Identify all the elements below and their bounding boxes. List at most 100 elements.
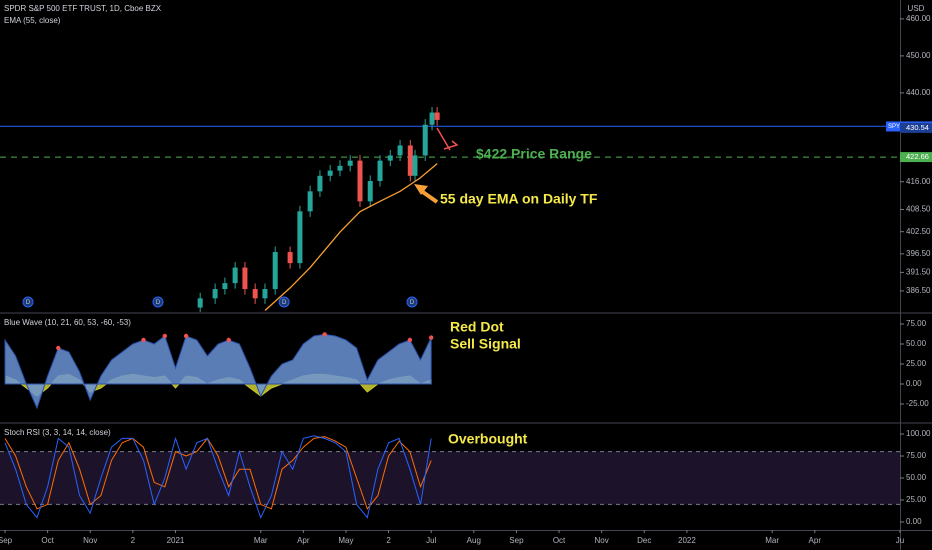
x-tick-label: Ju	[896, 536, 904, 545]
price-tag-label: 430.54	[906, 123, 929, 132]
chart-title: SPDR S&P 500 ETF TRUST, 1D, Cboe BZX	[4, 4, 162, 13]
annotation: Overbought	[448, 431, 528, 447]
x-tick-label: Sep	[0, 536, 13, 545]
x-tick-label: Oct	[41, 536, 54, 545]
stoch-pane	[0, 435, 900, 519]
x-tick-label: May	[338, 536, 353, 545]
candle-body	[357, 160, 363, 202]
price-tag	[900, 152, 932, 163]
y-tick-label: 391.50	[906, 268, 931, 277]
candle-body	[327, 170, 333, 176]
y-tick-label: 0.00	[906, 379, 922, 388]
y-tick-label: 416.00	[906, 177, 931, 186]
y-tick-label: -25.00	[906, 399, 929, 408]
x-tick-label: 2021	[167, 536, 185, 545]
sell-signal	[183, 333, 189, 339]
x-tick-label: Mar	[254, 536, 268, 545]
x-tick-label: Dec	[637, 536, 651, 545]
pane-title: Stoch RSI (3, 3, 14, 14, close)	[4, 428, 111, 437]
x-tick-label: Apr	[809, 536, 822, 545]
candle-body	[434, 112, 440, 120]
candle-body	[407, 145, 413, 176]
candle-body	[387, 155, 393, 161]
candle-body	[222, 283, 228, 290]
dividend-label: D	[26, 300, 31, 306]
axes: 460.00 450.00 440.00 416.00 408.50 402.50 396.…	[0, 14, 932, 545]
annotation: $422 Price Range	[476, 146, 592, 162]
arrow	[436, 127, 459, 151]
price-tag-label: 422.66	[906, 152, 929, 161]
dividend-label: D	[410, 300, 415, 306]
candle-body	[232, 267, 238, 284]
sell-signal	[56, 345, 61, 351]
candle-body	[242, 267, 248, 290]
price-tag-name: SPY	[888, 124, 900, 130]
candle-body	[212, 289, 218, 299]
x-tick-label: Jul	[426, 536, 436, 545]
sell-signal	[226, 337, 231, 343]
y-tick-label: 402.50	[906, 227, 931, 236]
y-tick-label: 50.00	[906, 339, 927, 348]
candle-body	[337, 165, 343, 171]
sell-signal	[141, 337, 146, 343]
x-tick-label: Oct	[553, 536, 566, 545]
candle-body	[197, 298, 203, 308]
candle-body	[272, 252, 278, 290]
x-tick-label: Apr	[297, 536, 310, 545]
sell-signal	[407, 337, 413, 343]
dividend-marker	[22, 296, 34, 308]
dividend-label: D	[156, 300, 161, 306]
candle-body	[412, 155, 418, 176]
sell-signal	[322, 332, 327, 337]
candle-body	[317, 175, 323, 192]
band-fill	[0, 451, 900, 505]
y-tick-label: 396.50	[906, 249, 931, 258]
candle-body	[397, 145, 403, 156]
indicator-legend: EMA (55, close)	[4, 16, 61, 25]
dividend-marker	[152, 296, 164, 308]
y-tick-label: 25.00	[906, 495, 927, 504]
x-tick-label: Aug	[467, 536, 481, 545]
price-tag	[900, 122, 932, 133]
stoch-line	[4, 436, 432, 510]
annotation: Sell Signal	[450, 336, 521, 352]
annotation: 55 day EMA on Daily TF	[440, 191, 598, 207]
sell-signal	[162, 333, 168, 339]
y-tick-label: 25.00	[906, 359, 927, 368]
y-tick-label: 75.00	[906, 451, 927, 460]
y-tick-label: 408.50	[906, 205, 931, 214]
x-tick-label: Mar	[765, 536, 779, 545]
candle-body	[252, 289, 258, 299]
y-tick-label: 75.00	[906, 319, 927, 328]
pane-title: Blue Wave (10, 21, 60, 53, -60, -53)	[4, 318, 131, 327]
currency: USD	[908, 4, 925, 13]
wave-area	[4, 333, 432, 410]
arrow-head	[414, 184, 428, 195]
candle-body	[367, 180, 373, 202]
y-tick-label: 460.00	[906, 14, 931, 23]
dividend-marker	[406, 296, 418, 308]
y-tick-label: 386.50	[906, 286, 931, 295]
x-tick-label: 2022	[678, 536, 696, 545]
x-tick-label: 2	[131, 536, 136, 545]
annotation: Red Dot	[450, 319, 504, 335]
wave-pane	[4, 332, 434, 410]
candle-body	[422, 124, 428, 156]
sell-signal	[428, 335, 434, 340]
y-tick-label: 440.00	[906, 88, 931, 97]
ema-line	[264, 163, 438, 311]
dividend-label: D	[282, 300, 287, 306]
candle-body	[287, 252, 293, 264]
y-tick-label: 0.00	[906, 517, 922, 526]
x-tick-label: Nov	[83, 536, 97, 545]
y-tick-label: 50.00	[906, 473, 927, 482]
x-tick-label: Sep	[509, 536, 524, 545]
x-tick-label: 2	[386, 536, 391, 545]
y-tick-label: 100.00	[906, 429, 931, 438]
candle-body	[429, 112, 435, 125]
stoch-line	[4, 435, 432, 519]
